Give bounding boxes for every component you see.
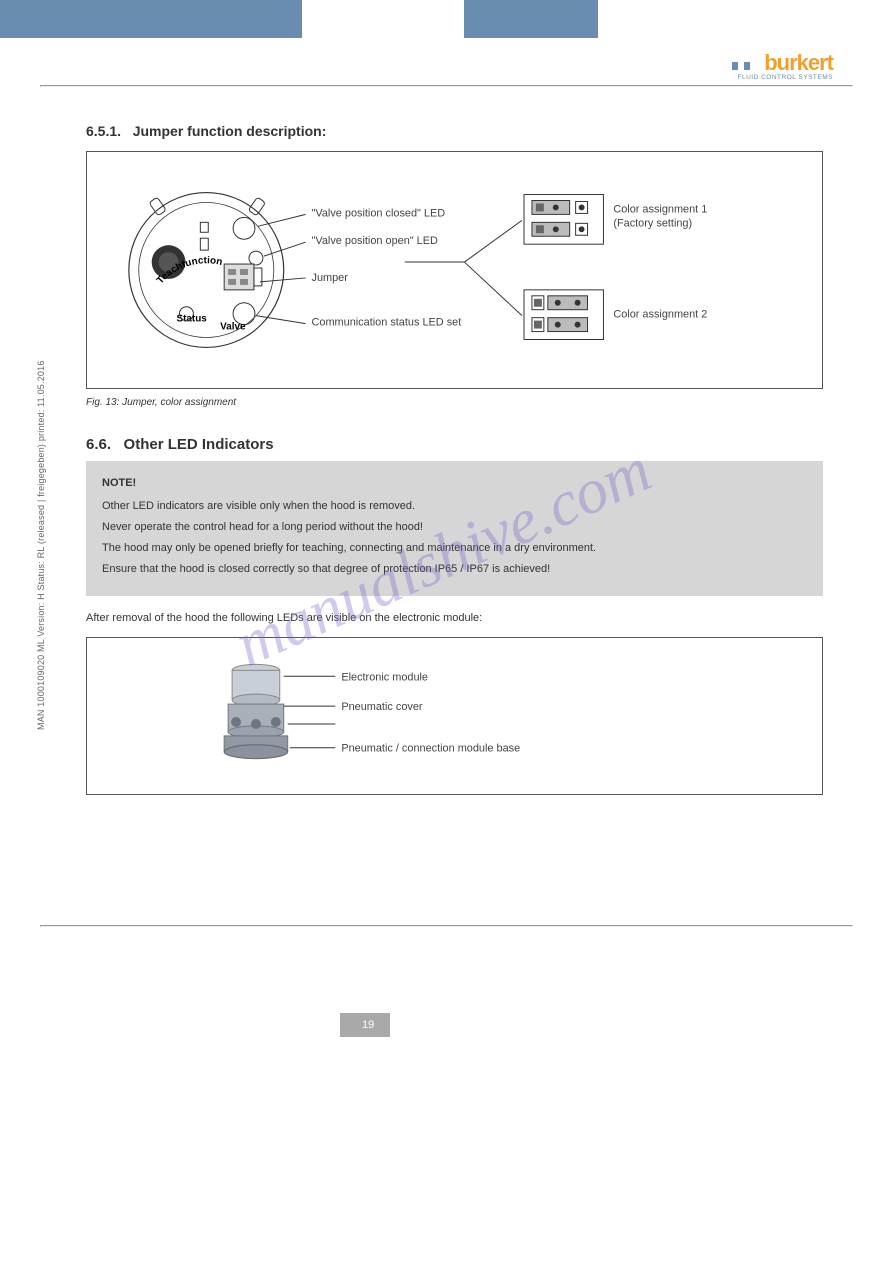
jumper-block-icon — [224, 264, 254, 290]
jumper-a-sub: (Factory setting) — [613, 217, 692, 229]
ring-label-status: Status — [177, 314, 208, 325]
callout-led-open: "Valve position open" LED — [312, 235, 438, 247]
callout-status: Communication status LED set — [312, 317, 462, 329]
section-6-6-heading: 6.6. Other LED Indicators — [86, 436, 823, 453]
led-open-icon — [249, 251, 263, 265]
notch-icon — [149, 197, 166, 216]
ring-label-valve: Valve — [220, 322, 246, 333]
led-closed-icon — [233, 217, 255, 239]
top-rule — [40, 85, 853, 87]
section-6-6-num: 6.6. — [86, 436, 111, 453]
note-box: NOTE! Other LED indicators are visible o… — [86, 461, 823, 596]
logo-ticks — [732, 57, 758, 65]
header-stripe — [0, 0, 893, 38]
note-line-2: Never operate the control head for a lon… — [102, 519, 807, 536]
branch-line — [464, 220, 522, 262]
callout-led-closed: "Valve position closed" LED — [312, 207, 446, 219]
note-line-1: Other LED indicators are visible only wh… — [102, 498, 807, 515]
control-head-icon — [224, 664, 288, 758]
label-base: Pneumatic / connection module base — [341, 742, 520, 754]
jumper-diagram-svg: Teachfunction Status Valve "Valve positi… — [107, 170, 802, 370]
logo-area: burkert FLUID CONTROL SYSTEMS — [0, 38, 893, 85]
note-line-3: The hood may only be opened briefly for … — [102, 540, 807, 557]
branch-line — [464, 262, 522, 316]
component-icon — [200, 238, 208, 250]
component-icon — [200, 222, 208, 232]
section-6-6-title: Other LED Indicators — [124, 436, 274, 453]
label-electronic: Electronic module — [341, 671, 428, 683]
port-icon — [231, 717, 241, 727]
jumper-b-title: Color assignment 2 — [613, 309, 707, 321]
brand-logo: burkert — [764, 50, 833, 75]
jumper-row-a2 — [532, 222, 588, 236]
fig13-caption: Fig. 13: Jumper, color assignment — [86, 397, 823, 408]
jumper-row-b1 — [532, 296, 588, 310]
body-6-6-text: After removal of the hood the following … — [86, 610, 823, 627]
jumper-diagram-box: Teachfunction Status Valve "Valve positi… — [86, 151, 823, 389]
header-white-mid — [302, 0, 464, 38]
side-tab-icon — [254, 268, 262, 286]
callout-jumper: Jumper — [312, 272, 349, 284]
note-title: NOTE! — [102, 475, 807, 492]
brand-sub: FLUID CONTROL SYSTEMS — [732, 74, 833, 81]
page-content: 6.5.1. Jumper function description: — [0, 123, 893, 885]
jumper-pin-icon — [240, 279, 248, 285]
module-diagram-svg: Electronic module Pneumatic cover Pneuma… — [107, 656, 802, 776]
side-metadata: MAN 1000109020 ML Version: H Status: RL … — [36, 360, 46, 730]
page-number: 19 — [340, 1013, 390, 1037]
jumper-row-b2 — [532, 318, 588, 332]
header-blue-right — [464, 0, 598, 38]
header-blue-left — [0, 0, 302, 38]
port-icon — [251, 719, 261, 729]
notch-icon — [248, 197, 265, 216]
label-cover: Pneumatic cover — [341, 701, 423, 713]
section-6-5-1-heading: 6.5.1. Jumper function description: — [86, 123, 823, 139]
jumper-a-title: Color assignment 1 — [613, 203, 707, 215]
jumper-pin-icon — [228, 279, 236, 285]
port-icon — [271, 717, 281, 727]
section-num: 6.5.1. — [86, 123, 121, 139]
section-title: Jumper function description: — [133, 123, 327, 139]
jumper-pin-icon — [228, 269, 236, 275]
header-white-right — [598, 0, 893, 38]
jumper-pin-icon — [240, 269, 248, 275]
module-diagram-box: Electronic module Pneumatic cover Pneuma… — [86, 637, 823, 795]
jumper-row-a1 — [532, 201, 588, 215]
note-line-4: Ensure that the hood is closed correctly… — [102, 561, 807, 578]
